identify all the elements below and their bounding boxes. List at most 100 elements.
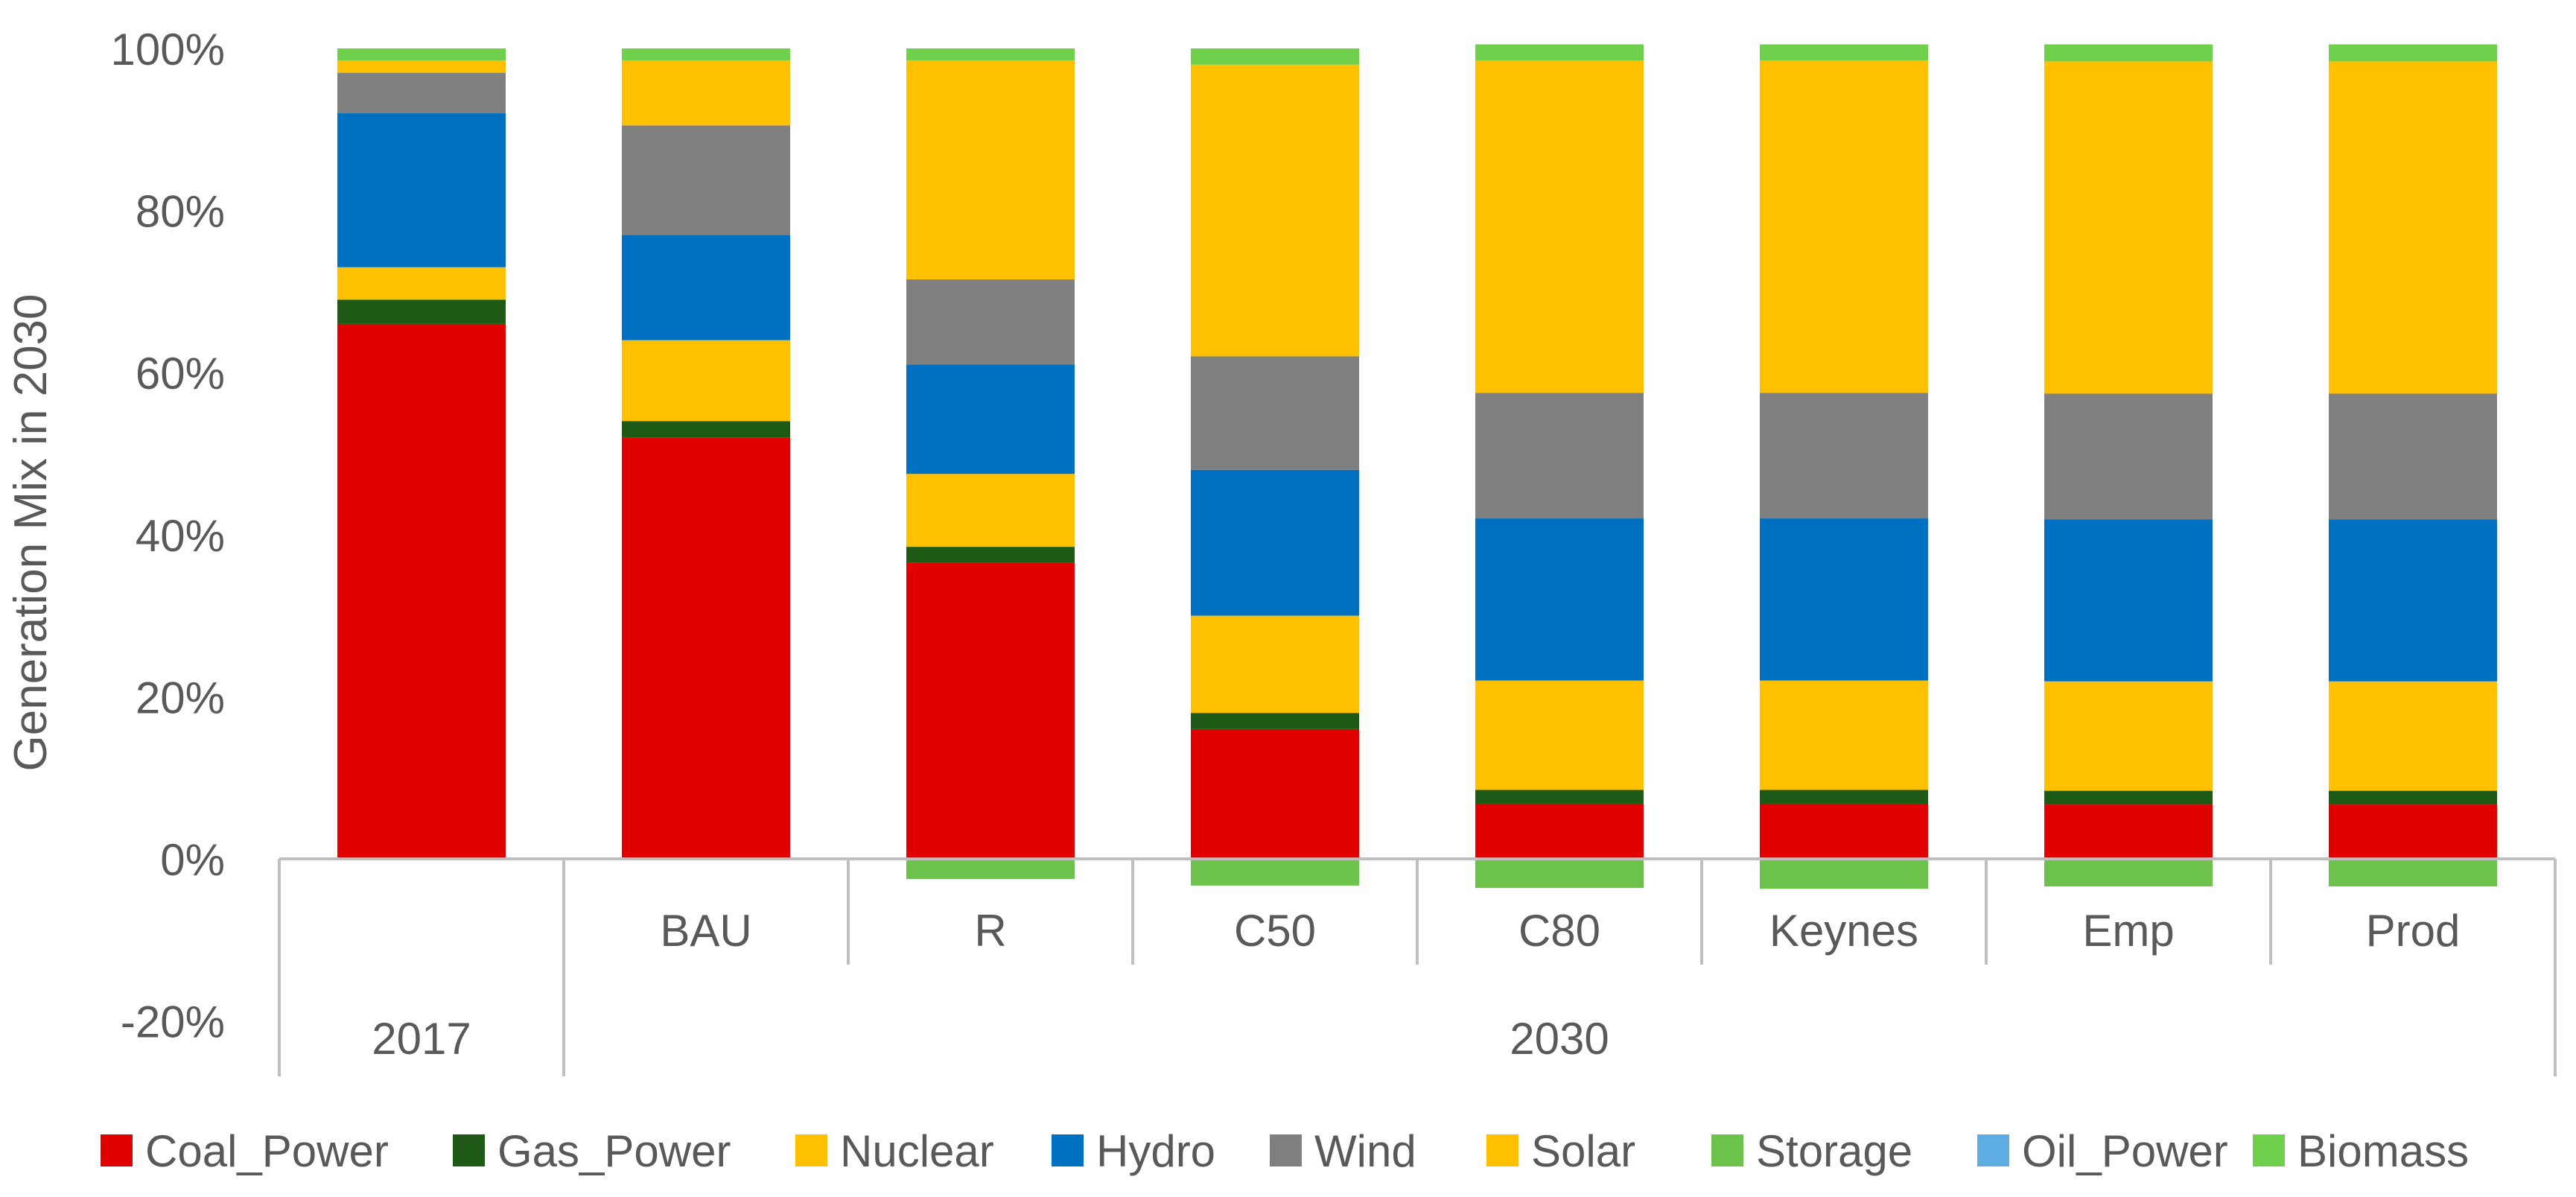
- bar-segment-storage: [1191, 859, 1359, 886]
- bar-segment-biomass: [906, 48, 1075, 61]
- bar-segment-solar: [622, 60, 790, 126]
- bar-segment-coal-power: [1475, 804, 1644, 859]
- bar-segment-storage: [2044, 859, 2213, 886]
- y-axis-title: Generation Mix in 2030: [5, 293, 57, 771]
- bar-segment-solar: [2044, 61, 2213, 394]
- x-group-label: 2030: [1510, 1014, 1609, 1064]
- bar-segment-wind: [337, 72, 506, 114]
- x-axis: [278, 857, 2557, 1076]
- bar-segment-coal-power: [622, 437, 790, 859]
- x-category-label: Keynes: [1769, 906, 1918, 956]
- bar-segment-gas-power: [337, 299, 506, 324]
- bar-segment-coal-power: [2044, 804, 2213, 859]
- y-tick-label: 0%: [160, 835, 225, 885]
- bar-segment-hydro: [906, 364, 1075, 474]
- bar-segment-nuclear: [2329, 681, 2497, 791]
- bar-segment-wind: [1760, 393, 1928, 519]
- legend-label: Biomass: [2297, 1126, 2469, 1176]
- bar-segment-nuclear: [1191, 615, 1359, 714]
- bar-segment-storage: [1475, 859, 1644, 889]
- legend-label: Nuclear: [840, 1126, 994, 1176]
- legend-label: Coal_Power: [145, 1126, 389, 1176]
- bar-segment-solar: [906, 60, 1075, 280]
- bar-segment-solar: [2329, 61, 2497, 394]
- x-category-label: Emp: [2082, 906, 2174, 956]
- bar-segment-hydro: [2044, 519, 2213, 682]
- y-tick-label: 80%: [136, 187, 225, 237]
- legend-label: Storage: [1756, 1126, 1912, 1176]
- x-category-label: BAU: [660, 906, 751, 956]
- legend-label: Hydro: [1096, 1126, 1215, 1176]
- bar-segment-hydro: [1191, 469, 1359, 616]
- y-tick-label: 20%: [136, 673, 225, 723]
- x-category-label: Prod: [2366, 906, 2461, 956]
- legend-label: Oil_Power: [2022, 1126, 2228, 1176]
- bar-segment-storage: [906, 859, 1075, 880]
- bar-segment-hydro: [2329, 519, 2497, 682]
- bar-segment-gas-power: [2329, 790, 2497, 805]
- bar-segment-gas-power: [1760, 790, 1928, 804]
- bar-segment-coal-power: [1191, 728, 1359, 859]
- legend-swatch: [1270, 1134, 1302, 1166]
- bar-segment-wind: [2044, 393, 2213, 520]
- bar-segment-wind: [906, 279, 1075, 365]
- bar-segment-nuclear: [906, 474, 1075, 547]
- legend-label: Solar: [1531, 1126, 1635, 1176]
- x-category-label: C80: [1518, 906, 1600, 956]
- bar-segment-storage: [1760, 859, 1928, 889]
- y-tick-label: 100%: [111, 25, 225, 74]
- bar-segment-coal-power: [906, 562, 1075, 859]
- bar-segment-wind: [622, 125, 790, 235]
- bar-segment-solar: [1475, 60, 1644, 393]
- bar-segment-gas-power: [1191, 713, 1359, 729]
- y-tick-label: -20%: [121, 997, 225, 1047]
- bar-segment-biomass: [1475, 44, 1644, 61]
- bar-segment-solar: [1760, 60, 1928, 393]
- bar-segment-storage: [2329, 859, 2497, 886]
- legend-swatch: [795, 1134, 827, 1166]
- bar-segment-biomass: [2044, 44, 2213, 62]
- bar-segment-solar: [1191, 64, 1359, 357]
- bar-segment-biomass: [337, 48, 506, 61]
- bar-segment-hydro: [1475, 518, 1644, 681]
- legend-label: Gas_Power: [497, 1126, 731, 1176]
- legend: Coal_Power Gas_Power Nuclear Hydro Wind Solar…: [101, 1126, 2469, 1176]
- bar-segment-wind: [2329, 393, 2497, 520]
- bar-segment-gas-power: [622, 421, 790, 438]
- y-tick-label: 40%: [136, 511, 225, 561]
- bar-segment-nuclear: [1760, 680, 1928, 790]
- bar-segment-gas-power: [2044, 790, 2213, 805]
- bar-segment-coal-power: [2329, 804, 2497, 859]
- legend-swatch: [453, 1134, 485, 1166]
- legend-label: Wind: [1314, 1126, 1416, 1176]
- x-group-label: 2017: [372, 1014, 471, 1064]
- bar-segment-wind: [1475, 393, 1644, 519]
- bar-segment-hydro: [337, 113, 506, 267]
- bar-segment-coal-power: [1760, 804, 1928, 859]
- bar-segment-solar: [337, 60, 506, 73]
- legend-swatch: [1052, 1134, 1084, 1166]
- bar-segment-nuclear: [2044, 681, 2213, 791]
- legend-swatch: [1977, 1134, 2009, 1166]
- bar-segment-coal-power: [337, 323, 506, 859]
- bar-segment-nuclear: [1475, 680, 1644, 790]
- bar-segment-gas-power: [1475, 790, 1644, 804]
- bar-segment-nuclear: [622, 340, 790, 422]
- group-labels: 2017 2030: [372, 1014, 1609, 1064]
- bar-segment-biomass: [1760, 44, 1928, 61]
- bar-segment-hydro: [1760, 518, 1928, 681]
- x-category-label: R: [974, 906, 1006, 956]
- bar-segment-biomass: [2329, 44, 2497, 62]
- bar-segment-wind: [1191, 356, 1359, 470]
- x-category-label: C50: [1234, 906, 1316, 956]
- legend-swatch: [1711, 1134, 1743, 1166]
- y-axis-ticks: -20% 0% 20% 40% 60% 80% 100%: [111, 25, 225, 1047]
- legend-swatch: [101, 1134, 133, 1166]
- bars: [337, 44, 2497, 889]
- bar-segment-biomass: [1191, 48, 1359, 65]
- legend-swatch: [1486, 1134, 1518, 1166]
- bar-segment-gas-power: [906, 547, 1075, 563]
- bar-segment-hydro: [622, 235, 790, 340]
- bar-segment-biomass: [622, 48, 790, 61]
